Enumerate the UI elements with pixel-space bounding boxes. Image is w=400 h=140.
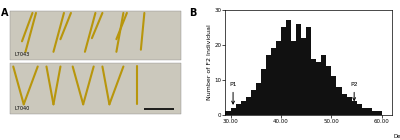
Bar <box>256 83 261 115</box>
Bar <box>10 63 181 114</box>
Text: L7043: L7043 <box>15 52 30 57</box>
Bar <box>261 69 266 115</box>
Bar <box>241 101 246 115</box>
Text: A: A <box>1 8 8 18</box>
Bar <box>367 108 372 115</box>
Text: P1: P1 <box>229 82 237 104</box>
Bar <box>362 108 367 115</box>
Bar <box>281 27 286 115</box>
Bar <box>251 90 256 115</box>
Bar <box>230 108 236 115</box>
Bar <box>372 111 377 115</box>
Text: P2: P2 <box>350 82 358 100</box>
Text: L7040: L7040 <box>15 106 30 111</box>
Bar <box>336 87 342 115</box>
Bar <box>321 55 326 115</box>
Bar <box>377 111 382 115</box>
Text: B: B <box>189 8 196 18</box>
Bar <box>286 20 291 115</box>
Bar <box>246 97 251 115</box>
Bar <box>226 111 230 115</box>
Bar <box>316 62 321 115</box>
Bar <box>296 24 301 115</box>
Bar <box>276 41 281 115</box>
Bar <box>301 38 306 115</box>
Bar <box>346 97 352 115</box>
Bar <box>266 55 271 115</box>
Bar <box>306 27 311 115</box>
Bar <box>352 101 357 115</box>
Bar <box>236 104 241 115</box>
Text: Degree: Degree <box>394 134 400 139</box>
Bar <box>342 94 346 115</box>
Bar <box>326 66 332 115</box>
Bar <box>332 76 336 115</box>
Bar <box>10 11 181 60</box>
Bar <box>357 104 362 115</box>
Bar <box>271 48 276 115</box>
Bar <box>311 59 316 115</box>
Y-axis label: Number of F2 Individual: Number of F2 Individual <box>206 24 212 100</box>
Bar <box>291 41 296 115</box>
